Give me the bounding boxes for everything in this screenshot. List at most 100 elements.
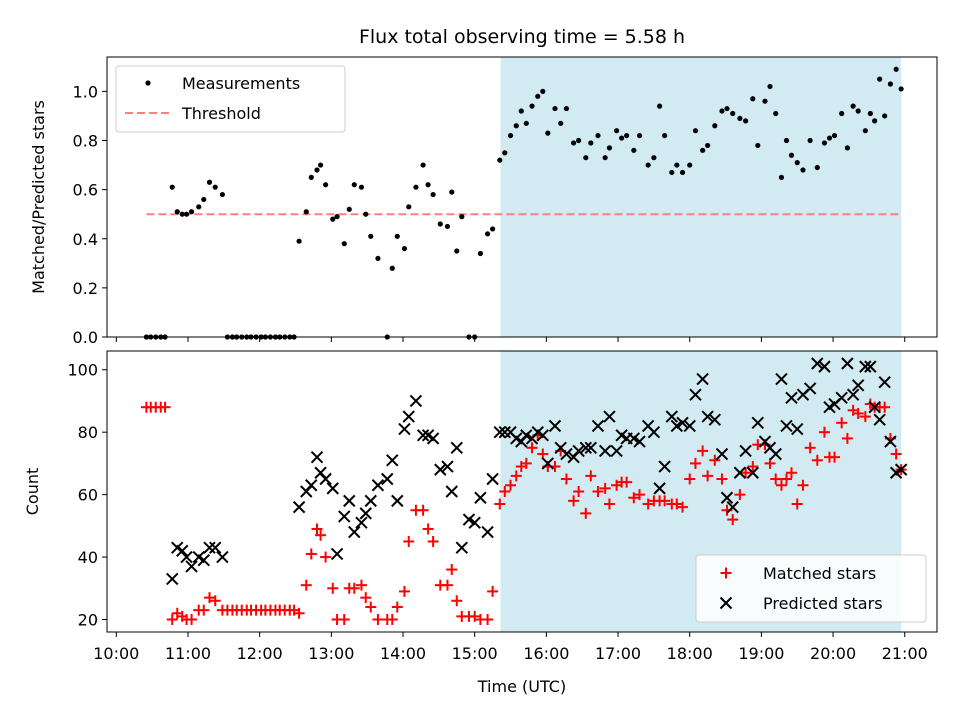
predicted-star-point <box>348 525 361 539</box>
predicted-star-point <box>701 410 714 423</box>
x-marker-b <box>197 553 210 567</box>
x-marker-b <box>878 376 891 389</box>
predicted-star-point <box>811 357 824 370</box>
x-marker-b <box>689 388 702 401</box>
x-marker-b <box>701 410 714 423</box>
predicted-star-point <box>751 416 765 430</box>
bottom-panel: 20 40 60 80 100 10:00 11:00 12:00 13:00 14:00 15:… <box>23 350 938 663</box>
x-marker-b <box>676 416 689 430</box>
matched-star-point <box>780 473 792 485</box>
matched-star-point <box>441 579 453 591</box>
x-marker-b <box>670 419 684 433</box>
measurement-point <box>535 93 541 99</box>
measurement-point <box>831 132 838 139</box>
x-marker-b <box>610 444 623 458</box>
matched-star-point <box>603 498 615 510</box>
predicted-star-point <box>481 525 494 539</box>
measurement-point <box>459 214 465 220</box>
x-marker-b <box>548 419 562 433</box>
predicted-star-point <box>584 441 598 454</box>
x-tick-label: 15:00 <box>452 644 498 663</box>
x-marker-b <box>185 560 198 573</box>
legend-measurements-marker <box>145 80 151 86</box>
measurement-point <box>887 81 894 87</box>
predicted-star-point <box>416 429 430 442</box>
x-tick-label: 18:00 <box>667 644 713 663</box>
matched-star-point <box>494 498 506 510</box>
x-marker-b <box>720 491 734 504</box>
matched-star-point <box>499 486 511 497</box>
y-tick-label: 20 <box>78 611 98 630</box>
matched-star-point <box>573 486 585 497</box>
matched-star-point <box>311 523 323 535</box>
measurement-point <box>882 113 888 119</box>
measurement-points <box>143 66 904 340</box>
predicted-star-point <box>696 372 709 386</box>
matched-star-points <box>140 398 907 626</box>
measurement-point <box>712 123 718 129</box>
measurement-point <box>183 211 190 217</box>
measurement-point <box>877 76 883 82</box>
matched-star-point <box>890 448 902 460</box>
matched-star-point <box>315 529 327 541</box>
matched-star-point <box>677 501 689 513</box>
predicted-star-point <box>386 454 399 467</box>
predicted-star-point <box>835 391 848 405</box>
matched-star-point <box>560 473 572 485</box>
predicted-star-point <box>633 435 646 448</box>
x-marker-b <box>627 432 641 445</box>
x-marker-b <box>758 435 772 448</box>
measurement-point <box>839 110 845 117</box>
x-marker-b <box>510 432 523 445</box>
predicted-star-point <box>474 491 487 504</box>
x-marker-b <box>868 400 881 414</box>
x-marker-b <box>348 525 361 539</box>
x-marker-b <box>355 516 368 529</box>
x-marker-b <box>481 525 494 539</box>
predicted-star-point <box>859 360 872 373</box>
matched-star-point <box>300 579 312 591</box>
x-marker-b <box>769 447 782 461</box>
legend-predicted-marker <box>719 596 733 610</box>
legend-matched-marker <box>720 567 732 579</box>
y-tick-label: 0.4 <box>73 230 98 249</box>
predicted-star-point <box>498 425 512 439</box>
predicted-star-point <box>330 547 344 561</box>
predicted-star-point <box>541 457 555 470</box>
x-marker-b <box>859 360 872 373</box>
x-marker-b <box>733 466 747 479</box>
bottom-legend: Matched stars Predicted stars <box>695 554 927 623</box>
measurement-point <box>898 86 904 92</box>
measurement-point <box>507 132 514 139</box>
matched-star-point <box>372 614 384 626</box>
x-marker-b <box>560 447 573 461</box>
measurement-point <box>773 110 779 117</box>
x-marker-b <box>554 441 567 454</box>
y-tick-label: 80 <box>78 423 98 442</box>
matched-star-point <box>398 585 410 597</box>
y-tick-label: 0.8 <box>73 132 98 151</box>
y-tick-label: 0.6 <box>73 181 98 200</box>
matched-star-point <box>599 482 611 494</box>
measurement-point <box>212 184 218 190</box>
x-marker-b <box>319 472 332 486</box>
x-marker-b <box>171 541 184 554</box>
matched-star-point <box>841 432 853 444</box>
x-marker-b <box>176 544 189 558</box>
measurement-point <box>692 128 699 134</box>
x-tick-label: 10:00 <box>93 644 139 663</box>
top-legend-box <box>115 65 346 133</box>
y-tick-label: 0.2 <box>73 279 98 298</box>
x-marker-b <box>402 410 415 423</box>
predicted-star-point <box>468 516 481 529</box>
matched-star-point <box>797 479 809 491</box>
x-marker-b <box>441 460 454 473</box>
measurement-point <box>425 182 431 188</box>
matched-star-point <box>829 451 841 463</box>
x-marker-b <box>166 572 179 586</box>
matched-star-point <box>427 535 439 547</box>
measurement-point <box>363 211 369 217</box>
x-marker-b <box>780 419 793 433</box>
matched-star-point <box>734 489 746 501</box>
